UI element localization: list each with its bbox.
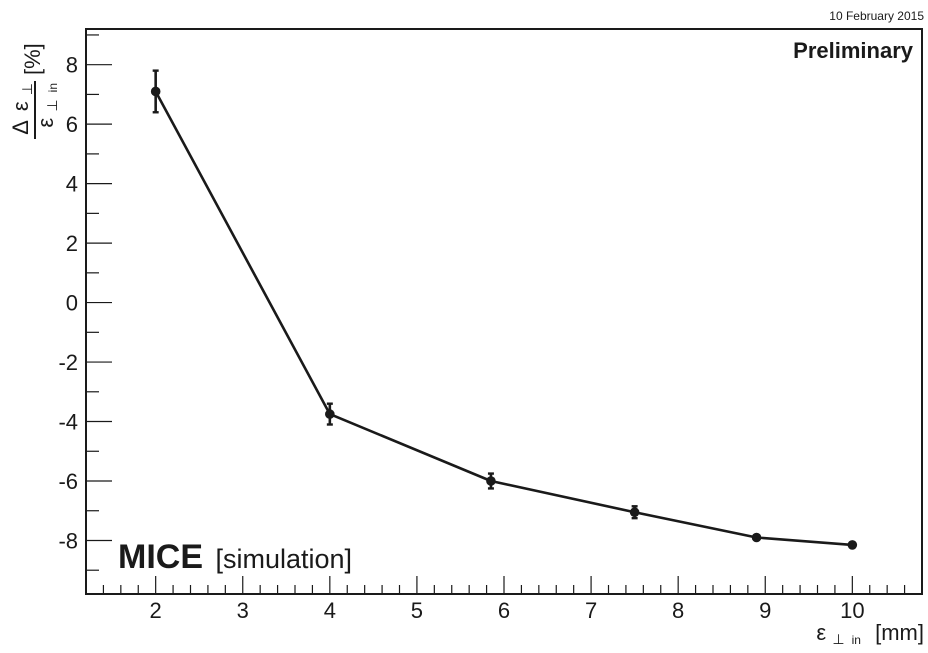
data-point (150, 86, 161, 97)
y-label-denominator: ε ⊥ in (33, 83, 62, 128)
x-tick-label: 9 (759, 598, 771, 623)
x-tick-label: 2 (150, 598, 162, 623)
x-label-unit: [mm] (875, 620, 924, 645)
data-point (629, 507, 640, 518)
x-tick-label: 5 (411, 598, 423, 623)
x-tick-label: 8 (672, 598, 684, 623)
data-point (325, 409, 335, 419)
y-label-perp: ⊥ (19, 83, 35, 95)
x-tick-label: 4 (324, 598, 336, 623)
y-tick-label: 0 (66, 291, 78, 316)
y-tick-label: -2 (58, 350, 78, 375)
y-label-eps: ε (8, 101, 33, 111)
y-label-den-in: in (46, 83, 60, 92)
x-label-perp: ⊥ (832, 631, 844, 647)
data-point (751, 532, 762, 543)
y-tick-label: -8 (58, 528, 78, 553)
x-label-eps: ε (816, 620, 826, 645)
y-label-unit: [%] (20, 43, 45, 75)
y-axis-label: Δ ε ⊥ ε ⊥ in [%] (8, 43, 62, 139)
y-label-den-perp: ⊥ (44, 99, 60, 111)
y-tick-label: 8 (66, 53, 78, 78)
experiment-name: MICE (118, 538, 203, 576)
x-tick-label: 7 (585, 598, 597, 623)
preliminary-label: Preliminary (793, 38, 914, 63)
data-point (486, 476, 496, 486)
y-tick-label: 4 (66, 172, 78, 197)
x-tick-label: 10 (840, 598, 864, 623)
experiment-note: [simulation] (215, 544, 352, 574)
x-axis-label: ε ⊥ in [mm] (816, 620, 924, 648)
y-tick-label: -6 (58, 469, 78, 494)
series-line (154, 90, 853, 547)
date-label: 10 February 2015 (829, 9, 924, 23)
x-label-in: in (852, 633, 861, 647)
experiment-label: MICE [simulation] (118, 538, 352, 576)
x-tick-label: 3 (237, 598, 249, 623)
y-tick-label: 2 (66, 231, 78, 256)
plot-frame (85, 28, 923, 595)
data-point (847, 540, 858, 550)
y-tick-label: -4 (58, 410, 78, 435)
y-tick-label: 6 (66, 112, 78, 137)
y-label-den-eps: ε (33, 118, 58, 128)
y-label-delta: Δ (8, 120, 33, 135)
x-tick-label: 6 (498, 598, 510, 623)
y-label-numerator: Δ ε ⊥ (8, 83, 35, 135)
